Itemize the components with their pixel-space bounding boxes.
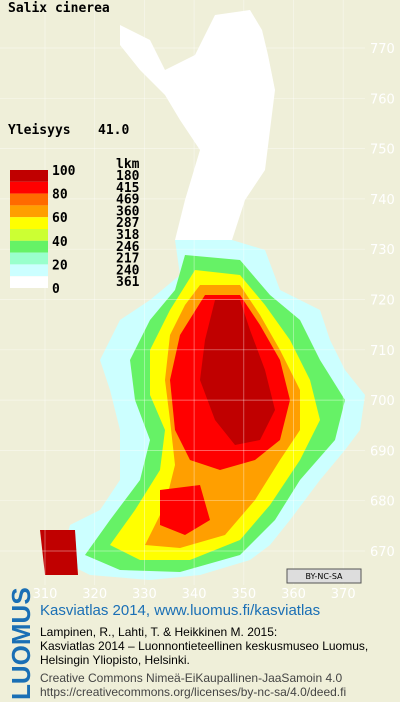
east-label: 340 [182, 587, 207, 602]
legend-swatch [10, 217, 48, 229]
citation: Helsingin Yliopisto, Helsinki. [40, 653, 190, 667]
legend-swatch [10, 229, 48, 241]
north-label: 700 [370, 394, 395, 409]
east-label: 310 [33, 587, 58, 602]
north-label: 750 [370, 143, 395, 158]
license-url[interactable]: https://creativecommons.org/licenses/by-… [40, 685, 346, 699]
legend-swatch [10, 205, 48, 218]
legend-count: 360 [116, 204, 140, 219]
logo: LUOMUS [6, 587, 36, 700]
legend-swatch [10, 276, 48, 288]
legend-count: 240 [116, 263, 140, 278]
grid: 770 760 750 740 730 720 710 700 690 680 670 310 320 3… [0, 0, 395, 602]
zone-south [160, 485, 210, 535]
north-label: 670 [370, 545, 395, 560]
species-title: Salix cinerea [8, 1, 110, 16]
north-label: 760 [370, 92, 395, 107]
zone-aland [40, 530, 78, 575]
legend-swatch [10, 181, 48, 194]
legend-count: 246 [116, 240, 140, 255]
legend-swatch [10, 264, 48, 277]
east-label: 350 [231, 587, 256, 602]
east-label: 330 [132, 587, 157, 602]
northern-area [120, 10, 275, 240]
legend-scale-label: 0 [52, 282, 60, 297]
zone-core [200, 300, 275, 445]
legend-scale-label: 80 [52, 188, 68, 203]
north-label: 690 [370, 444, 395, 459]
license-text: Creative Commons Nimeä-EiKaupallinen-Jaa… [40, 671, 342, 685]
north-label: 770 [370, 42, 395, 57]
legend-scale-label: 60 [52, 211, 68, 226]
license-badge-box [286, 568, 362, 584]
legend-swatch [10, 170, 48, 182]
citation: Lampinen, R., Lahti, T. & Heikkinen M. 2… [40, 625, 277, 639]
north-label: 710 [370, 344, 395, 359]
north-label: 720 [370, 294, 395, 309]
legend-swatch [10, 252, 48, 265]
legend-scale-label: 20 [52, 258, 68, 273]
legend-scale-label: 100 [52, 164, 76, 179]
frequency-label: Yleisyys [8, 123, 71, 138]
east-label: 320 [82, 587, 107, 602]
east-label: 360 [281, 587, 306, 602]
frequency-value: 41.0 [98, 123, 129, 138]
legend-scale-label: 40 [52, 235, 68, 250]
citation: Kasviatlas 2014 – Luonnontieteellinen ke… [40, 639, 368, 653]
north-label: 730 [370, 243, 395, 258]
legend-count: 361 [116, 275, 140, 290]
legend-count: 469 [116, 193, 139, 208]
legend-swatch [10, 193, 48, 206]
north-label: 740 [370, 193, 395, 208]
north-label: 680 [370, 495, 395, 510]
legend-count: 415 [116, 181, 139, 196]
legend-count: 180 [116, 169, 140, 184]
legend-count: 217 [116, 252, 139, 267]
legend-count: 287 [116, 216, 139, 231]
map [40, 10, 365, 580]
license-badge: BY-NC-SA [305, 572, 343, 581]
legend-count: 318 [116, 228, 140, 243]
east-label: 370 [331, 587, 356, 602]
legend-swatch [10, 240, 48, 253]
count-header: lkm [116, 157, 140, 172]
footer-link[interactable]: Kasviatlas 2014, www.luomus.fi/kasviatla… [40, 602, 320, 619]
